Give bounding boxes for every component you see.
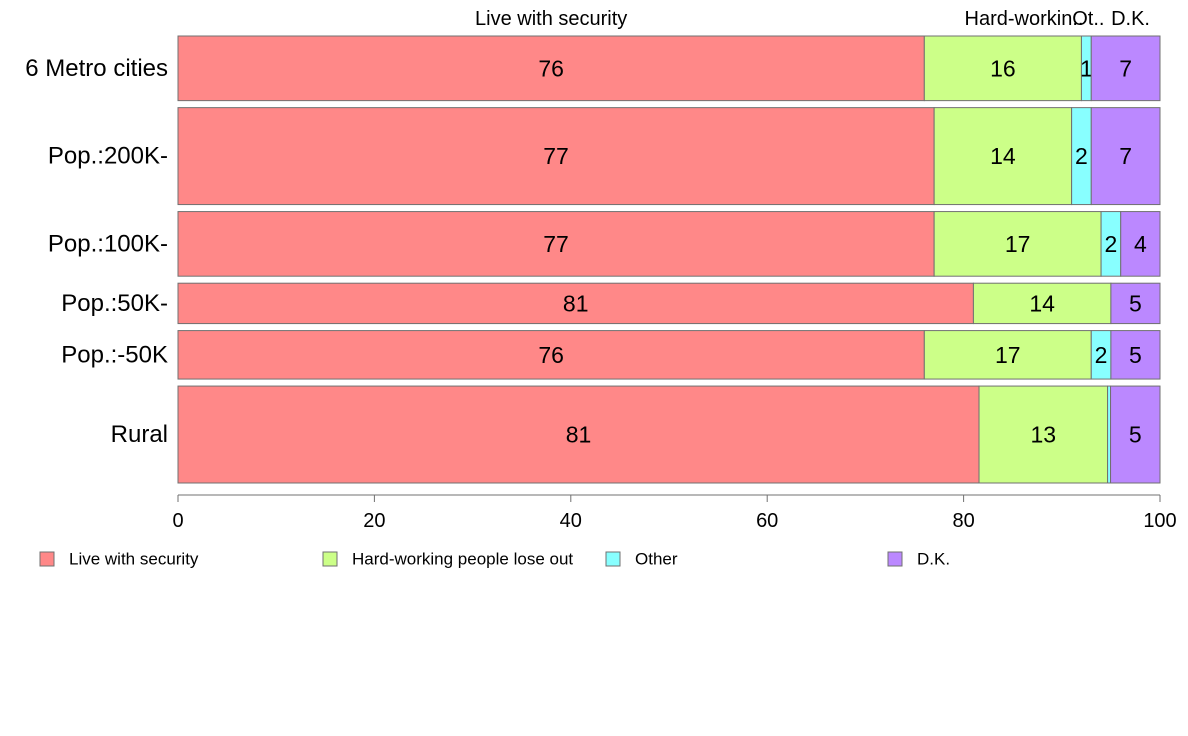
segment-header-labels: Live with security Hard-workin..Ot.. D.K. [475, 8, 1150, 30]
legend-swatch [605, 551, 621, 567]
x-tick-label: 0 [172, 510, 183, 532]
x-tick-label: 60 [756, 510, 778, 532]
bar-segment [177, 385, 980, 484]
bar-segment [177, 330, 925, 380]
bar-segment [1110, 385, 1161, 484]
bar-value-label: 7 [1119, 143, 1132, 169]
legend-swatch [39, 551, 55, 567]
bar-value-label: 7 [1119, 55, 1132, 81]
bar-value-label: 1 [1080, 55, 1093, 81]
bar-segment [923, 35, 1082, 102]
bar-row: 77 17 2 4 [177, 211, 1161, 277]
legend: Live with security Hard-working people lo… [39, 550, 950, 569]
segment-header-label: D.K. [1111, 8, 1150, 30]
legend-item: Live with security [39, 550, 199, 569]
legend-item: Hard-working people lose out [322, 550, 573, 569]
x-axis: 0 20 40 60 80 100 [172, 494, 1177, 532]
bar-segment [1090, 107, 1161, 206]
category-labels: 6 Metro cities Pop.:200K- Pop.:100K- Pop.:5… [25, 55, 168, 448]
bar-row: 81 13 5 [177, 385, 1161, 484]
segment-header-label: Ot.. [1072, 8, 1104, 30]
bar-segment [1120, 211, 1161, 277]
bar-value-label: 2 [1075, 143, 1088, 169]
category-label: Rural [111, 421, 168, 448]
category-label: Pop.:-50K [61, 341, 168, 368]
bar-segment [1090, 35, 1161, 102]
bar-segment [177, 35, 925, 102]
category-label: Pop.:50K- [61, 290, 168, 317]
bar-segment [978, 385, 1109, 484]
category-label: 6 Metro cities [25, 55, 168, 82]
x-tick-label: 80 [952, 510, 974, 532]
bar-value-label: 77 [543, 143, 569, 169]
legend-item: Other [605, 550, 678, 569]
x-tick-label: 40 [560, 510, 582, 532]
legend-label: Other [635, 550, 678, 569]
legend-swatch [322, 551, 338, 567]
segment-header-label: Hard-workin.. [965, 8, 1084, 30]
bar-segment [933, 211, 1102, 277]
bar-value-label: 81 [566, 422, 592, 448]
bar-value-label: 13 [1031, 422, 1057, 448]
category-label: Pop.:200K- [48, 143, 168, 170]
bar-value-label: 14 [1029, 290, 1055, 316]
x-tick-label: 20 [363, 510, 385, 532]
bar-row: 76 16 1 7 [177, 35, 1161, 102]
legend-item: D.K. [887, 550, 950, 569]
bar-row: 76 17 2 5 [177, 330, 1161, 380]
bar-value-label: 5 [1129, 422, 1142, 448]
bar-segment [177, 211, 935, 277]
category-label: Pop.:100K- [48, 230, 168, 257]
bar-segment [177, 282, 974, 325]
bar-value-label: 2 [1095, 342, 1108, 368]
bar-value-label: 76 [538, 55, 564, 81]
bars-area: 76 16 1 777 14 2 777 17 2 481 14 576 17 2 581 13 5 [177, 35, 1161, 484]
legend-label: Live with security [69, 550, 199, 569]
bar-value-label: 14 [990, 143, 1016, 169]
x-tick-label: 100 [1143, 510, 1176, 532]
bar-value-label: 5 [1129, 290, 1142, 316]
bar-value-label: 17 [1005, 231, 1031, 257]
bar-segment [933, 107, 1073, 206]
segment-header-label: Live with security [475, 8, 627, 30]
bar-value-label: 76 [538, 342, 564, 368]
bar-value-label: 4 [1134, 231, 1147, 257]
bar-value-label: 81 [563, 290, 589, 316]
bar-segment [177, 107, 935, 206]
bar-row: 81 14 5 [177, 282, 1161, 325]
bar-segment [923, 330, 1092, 380]
bar-value-label: 5 [1129, 342, 1142, 368]
bar-value-label: 77 [543, 231, 569, 257]
bar-segment [1110, 330, 1161, 380]
legend-swatch [887, 551, 903, 567]
bar-value-label: 2 [1105, 231, 1118, 257]
bar-row: 77 14 2 7 [177, 107, 1161, 206]
legend-label: D.K. [917, 550, 950, 569]
bar-value-label: 17 [995, 342, 1021, 368]
bar-segment [1110, 282, 1161, 325]
bar-value-label: 16 [990, 55, 1016, 81]
legend-label: Hard-working people lose out [352, 550, 573, 569]
